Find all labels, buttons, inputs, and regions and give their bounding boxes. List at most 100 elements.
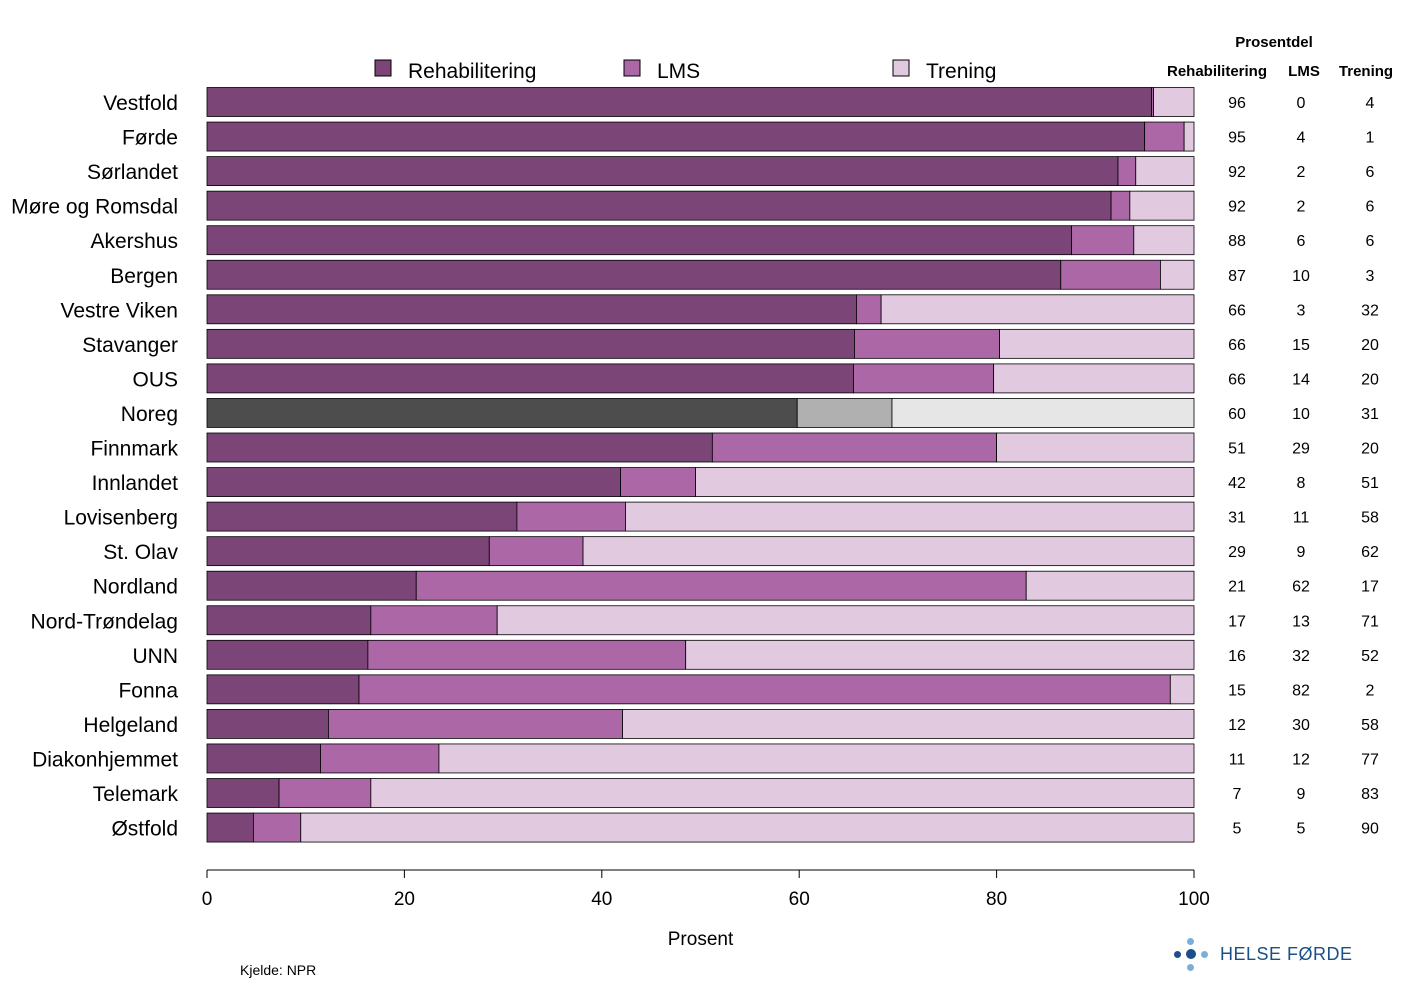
- category-label: Vestre Viken: [60, 299, 178, 322]
- category-label: Nord-Trøndelag: [31, 610, 178, 633]
- table-value: 1: [1366, 130, 1375, 147]
- table-value: 60: [1228, 406, 1246, 423]
- table-value: 92: [1228, 199, 1246, 216]
- bar-1-4: [1071, 225, 1135, 256]
- table-value: 51: [1228, 441, 1246, 458]
- table-value: 10: [1292, 268, 1310, 285]
- table-value: 17: [1361, 579, 1379, 596]
- legend-label-0: Rehabilitering: [408, 60, 536, 83]
- bar-0-5: [206, 259, 1062, 290]
- table-value: 71: [1361, 613, 1379, 630]
- x-tick-label: 0: [202, 889, 213, 910]
- legend-swatch-2: [892, 59, 910, 77]
- bar-0-21: [206, 812, 254, 843]
- bar-2-3: [1129, 190, 1195, 221]
- bar-0-9: [206, 398, 798, 428]
- bar-0-11: [206, 467, 621, 497]
- table-value: 66: [1228, 337, 1246, 354]
- table-value: 87: [1228, 268, 1246, 285]
- table-value: 15: [1292, 337, 1310, 354]
- category-label: Lovisenberg: [64, 507, 178, 530]
- table-value: 12: [1292, 751, 1310, 768]
- logo-dot: [1201, 951, 1208, 958]
- table-value: 32: [1292, 648, 1310, 665]
- bar-1-18: [328, 709, 623, 739]
- bar-0-17: [206, 674, 360, 705]
- table-value: 6: [1366, 233, 1375, 250]
- bar-0-12: [206, 501, 518, 532]
- bar-1-17: [358, 674, 1171, 705]
- table-value: 13: [1292, 613, 1310, 630]
- table-value: 14: [1292, 371, 1310, 388]
- table-value: 58: [1361, 510, 1379, 527]
- category-label: Diakonhjemmet: [32, 748, 178, 771]
- category-label: Finnmark: [90, 438, 178, 461]
- table-value: 31: [1361, 406, 1379, 423]
- table-value: 8: [1297, 475, 1306, 492]
- bar-2-8: [993, 363, 1195, 394]
- bar-0-14: [206, 570, 417, 601]
- table-value: 6: [1366, 199, 1375, 216]
- bar-2-6: [880, 294, 1195, 325]
- table-value: 0: [1297, 95, 1306, 112]
- bar-1-1: [1144, 121, 1185, 152]
- table-value: 90: [1361, 821, 1379, 838]
- bar-0-13: [206, 536, 490, 567]
- table-title: Prosentdel: [1235, 34, 1313, 51]
- category-label: Telemark: [93, 783, 179, 806]
- table-value: 17: [1228, 613, 1246, 630]
- category-label: Førde: [122, 127, 178, 150]
- table-value: 83: [1361, 786, 1379, 803]
- bar-1-3: [1110, 190, 1131, 221]
- table-value: 9: [1297, 786, 1306, 803]
- bar-0-4: [206, 225, 1073, 256]
- bar-1-7: [854, 328, 1000, 359]
- logo-dot: [1174, 951, 1181, 958]
- table-value: 5: [1233, 821, 1242, 838]
- bar-1-15: [370, 605, 498, 636]
- legend-label-1: LMS: [657, 60, 700, 83]
- table-header-1: LMS: [1288, 63, 1320, 80]
- bar-2-9: [891, 398, 1195, 428]
- table-value: 11: [1293, 510, 1310, 527]
- table-value: 58: [1361, 717, 1379, 734]
- bar-1-2: [1117, 156, 1137, 187]
- category-label: Stavanger: [82, 334, 178, 357]
- table-value: 20: [1361, 371, 1379, 388]
- table-value: 77: [1361, 751, 1379, 768]
- category-label: Sørlandet: [87, 161, 178, 184]
- table-value: 3: [1366, 268, 1375, 285]
- bar-2-2: [1135, 156, 1195, 187]
- x-tick-label: 40: [591, 889, 612, 910]
- bar-0-19: [206, 743, 321, 774]
- x-tick-label: 60: [789, 889, 810, 910]
- bar-2-21: [300, 812, 1195, 843]
- table-value: 2: [1297, 164, 1306, 181]
- bar-0-7: [206, 328, 855, 359]
- table-value: 10: [1292, 406, 1310, 423]
- legend-swatch-0: [374, 59, 392, 77]
- bar-2-15: [496, 605, 1195, 636]
- table-value: 29: [1292, 441, 1310, 458]
- bar-2-7: [999, 328, 1195, 359]
- table-value: 31: [1228, 510, 1246, 527]
- bar-1-21: [252, 812, 302, 843]
- bar-0-15: [206, 605, 372, 636]
- category-label: OUS: [132, 368, 178, 391]
- bar-2-12: [625, 501, 1195, 532]
- bar-1-10: [711, 432, 998, 463]
- legend-swatch-1: [623, 59, 641, 77]
- table-value: 12: [1228, 717, 1246, 734]
- table-header-2: Trening: [1339, 63, 1393, 80]
- bar-2-18: [622, 709, 1195, 739]
- legend-label-2: Trening: [926, 60, 996, 83]
- table-value: 21: [1228, 579, 1246, 596]
- bar-0-18: [206, 709, 329, 739]
- table-value: 62: [1361, 544, 1379, 561]
- bar-2-13: [582, 536, 1195, 567]
- x-tick-label: 80: [986, 889, 1007, 910]
- table-value: 96: [1228, 95, 1246, 112]
- category-label: Noreg: [121, 403, 178, 426]
- bar-1-5: [1060, 259, 1161, 290]
- bar-1-8: [853, 363, 995, 394]
